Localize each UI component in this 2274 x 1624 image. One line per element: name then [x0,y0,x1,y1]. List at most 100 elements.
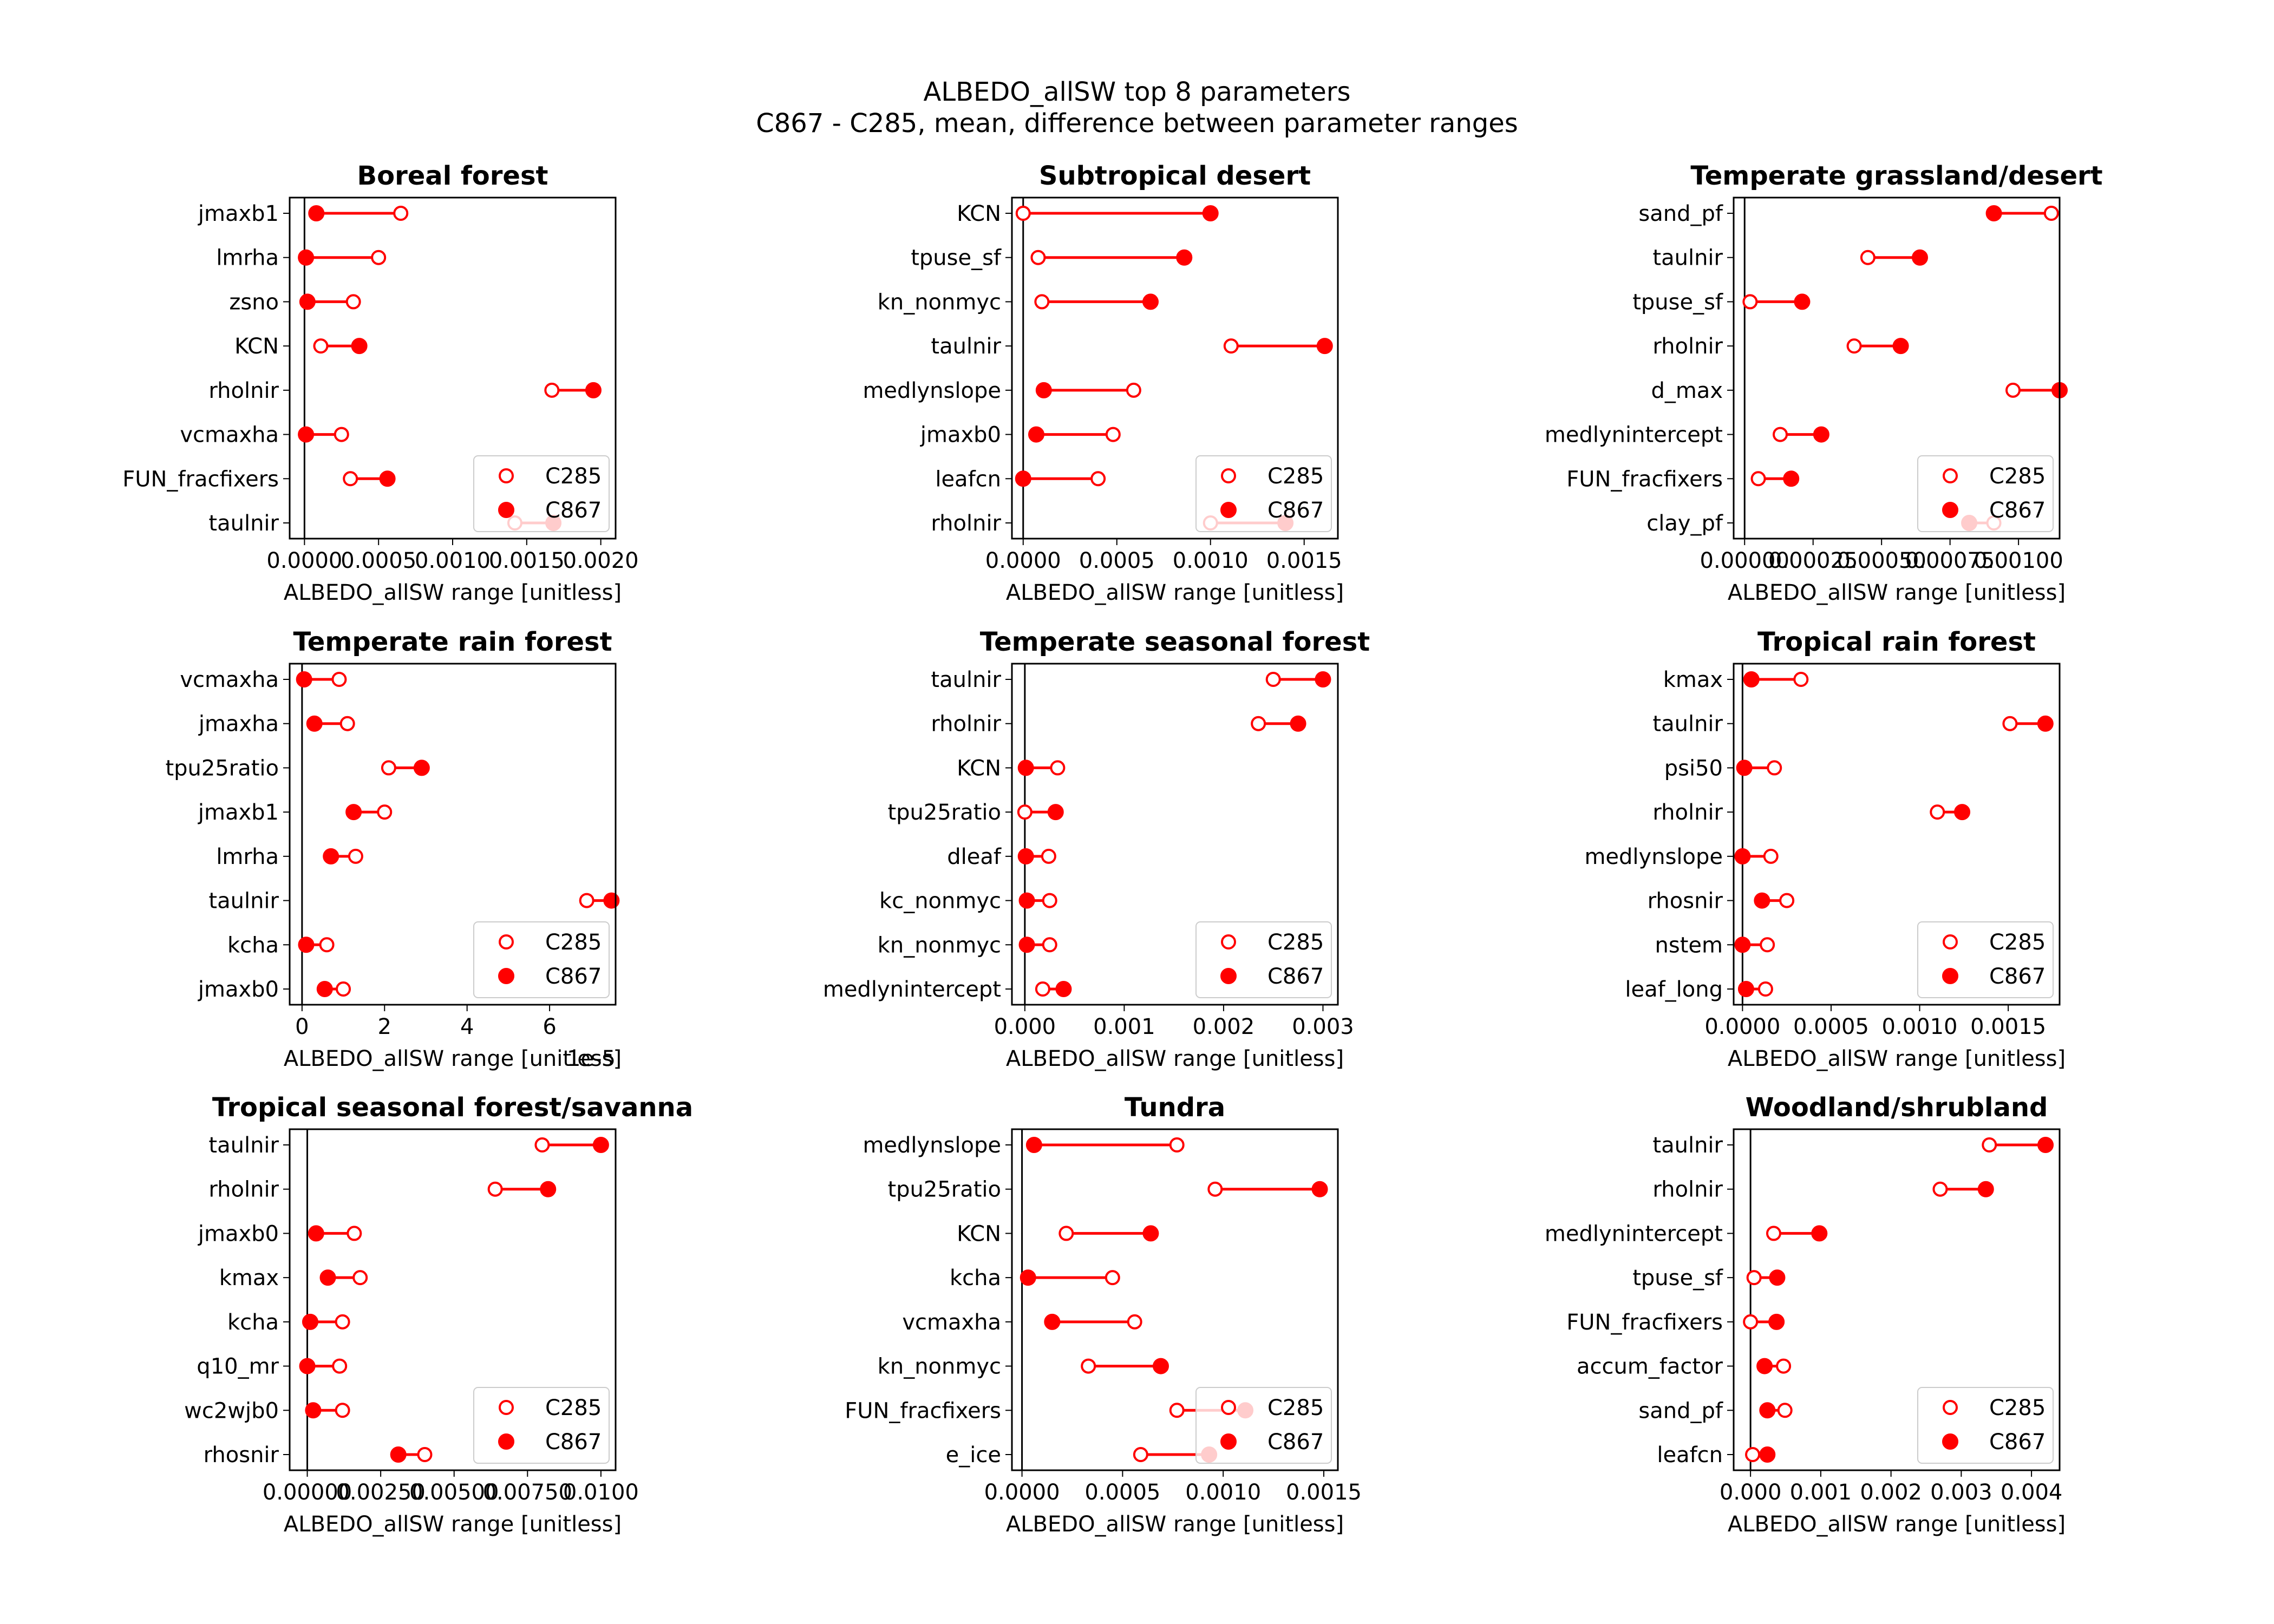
y-tick-label: rholnir [208,378,279,403]
y-tick-label: KCN [957,201,1001,226]
c867-point [1142,1225,1159,1242]
c867-point [299,293,316,310]
c867-point [1736,759,1753,776]
c867-point [1954,804,1971,821]
c867-point [1734,937,1751,953]
x-axis-label: ALBEDO_allSW range [unitless] [284,1512,622,1537]
legend-c867-label: C867 [1989,1430,2046,1455]
y-tick-label: clay_pf [1646,511,1723,536]
x-tick-label: 4 [460,1014,474,1039]
y-tick-label: vcmaxha [180,667,279,692]
y-tick-label: rhosnir [1648,889,1723,914]
c285-point [1766,1226,1781,1241]
legend-c867-marker [1942,968,1958,984]
c285-point [1207,1181,1223,1197]
chart-title: Tropical seasonal forest/savanna [212,1092,693,1123]
c285-point [2005,382,2021,398]
axes-frame [289,1128,617,1471]
chart-panel: Tropical rain forest kmax taulnir psi50 rhol… [1584,627,2066,1071]
c285-point [1169,1403,1185,1418]
legend-c285-label: C285 [1989,464,2046,489]
x-tick-label: 0.004 [2001,1480,2063,1505]
x-offset-label: 1e-5 [567,1046,616,1071]
figure-title-line-1: ALBEDO_allSW top 8 parameters [923,77,1351,107]
x-tick-label: 0.0005 [341,548,416,573]
y-tick-label: kcha [227,1310,279,1335]
c867-point [1020,1269,1036,1286]
c867-point [1734,848,1751,865]
c285-point [319,937,335,953]
x-tick-label: 0.00025 [1768,548,1858,573]
chart-title: Tundra [1125,1092,1225,1123]
x-tick-label: 0.00075 [1905,548,1995,573]
c867-point [302,1313,318,1330]
y-tick-label: FUN_fracfixers [1566,1310,1723,1335]
x-axis-label: ALBEDO_allSW range [unitless] [1006,1046,1344,1071]
y-tick-label: medlynintercept [1545,1221,1723,1246]
c285-point [332,1358,348,1374]
c285-point [1126,382,1141,398]
axes-frame [289,197,617,540]
y-tick-label: lmrha [216,844,279,869]
axes-frame [1733,663,2061,1006]
c867-point [1017,848,1034,865]
y-tick-label: rhosnir [204,1443,279,1468]
x-axis-label: ALBEDO_allSW range [unitless] [1006,580,1344,605]
c285-point [343,471,358,487]
x-tick-label: 0.00100 [1974,548,2063,573]
legend-c285-label: C285 [545,464,602,489]
x-tick-label: 0.0015 [1286,1480,1362,1505]
c285-point [393,206,409,221]
y-tick-label: taulnir [208,511,279,536]
c285-point [381,760,396,776]
c867-point [1015,470,1031,487]
y-tick-label: tpu25ratio [887,1177,1001,1202]
chart-panel: Temperate rain forest vcmaxha jmaxha tpu25r… [165,627,622,1071]
c285-point [2043,206,2059,221]
c285-point [1265,672,1281,687]
c867-point [345,804,362,821]
c285-point [339,716,355,731]
legend-c867-label: C867 [545,964,602,989]
c285-point [1777,1403,1793,1418]
legend: C285 C867 [473,455,610,532]
c285-point [331,672,347,687]
legend-c867-label: C867 [1267,964,1324,989]
c285-point [335,1403,350,1418]
y-tick-label: leaf_long [1625,977,1723,1002]
y-tick-label: dleaf [947,844,1002,869]
legend-c867-label: C867 [1989,498,2046,523]
c285-point [1034,294,1050,310]
c285-point [1793,672,1809,687]
x-tick-label: 0.0015 [489,548,565,573]
y-tick-label: taulnir [208,889,279,914]
legend-c285-label: C285 [1989,930,2046,955]
chart-panel: Tundra medlynslope tpu25ratio KCN kcha vcmaxh… [845,1092,1362,1537]
y-tick-label: leafcn [935,467,1001,492]
y-tick-label: lmrha [216,246,279,271]
c867-point [1025,1137,1042,1153]
legend-c867-marker [1220,968,1237,984]
x-tick-label: 0.002 [1860,1480,1922,1505]
c285-point [1930,804,1945,820]
y-tick-label: psi50 [1664,756,1723,781]
y-tick-label: kcha [950,1266,1001,1291]
x-tick-label: 0.00500 [409,1480,499,1505]
c285-point [1779,893,1795,908]
c285-point [417,1447,433,1462]
x-tick-label: 0.003 [1292,1014,1354,1039]
c285-point [1860,250,1876,265]
x-tick-label: 0.00000 [263,1480,352,1505]
legend-c867-label: C867 [545,498,602,523]
chart-title: Temperate seasonal forest [980,627,1370,657]
y-tick-label: e_ice [946,1443,1001,1468]
chart-panel: Woodland/shrubland taulnir rholnir medlynin… [1545,1092,2066,1537]
y-tick-label: rholnir [1652,334,1723,359]
chart-title: Temperate rain forest [293,627,612,657]
c867-point [323,848,339,865]
c285-point [1757,981,1773,997]
y-tick-label: kmax [1663,667,1723,692]
c867-point [1202,205,1219,221]
c867-point [1311,1181,1328,1197]
y-tick-label: FUN_fracfixers [1566,467,1723,492]
